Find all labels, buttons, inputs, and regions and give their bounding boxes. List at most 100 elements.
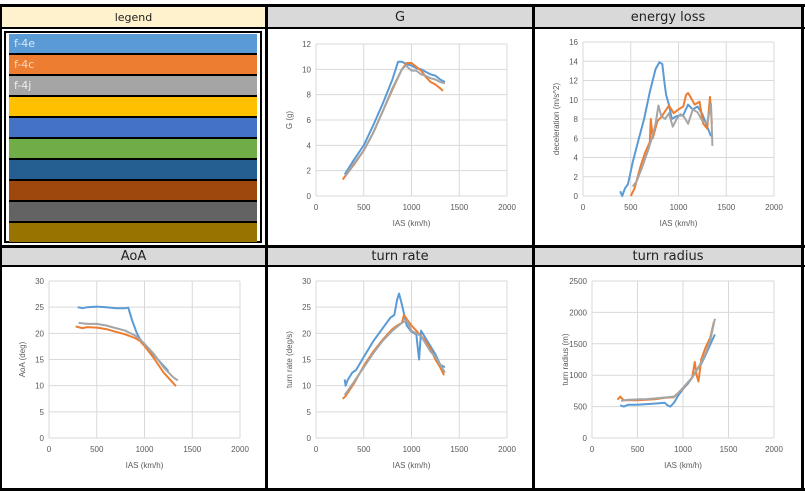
y-axis-label: G (g) [285,111,294,130]
y-axis-label: turn rate (deg/s) [285,331,294,388]
x-tick-label: 500 [631,445,645,454]
y-axis-label: AoA (deg) [18,341,27,377]
series-line-f-4j [344,64,446,177]
x-tick-label: 1000 [670,203,688,212]
x-axis-label: IAS (km/h) [393,461,431,470]
y-tick-label: 10 [302,382,311,391]
series-line-f-4j [631,102,714,188]
bottom-border [0,488,805,491]
y-tick-label: 2 [307,167,312,176]
legend-item [9,202,257,221]
x-tick-label: 500 [357,445,371,454]
y-tick-label: 10 [35,382,44,391]
y-tick-label: 0 [574,192,579,201]
y-tick-label: 0 [307,434,312,443]
chart-turn-radius: 0 500 1000 1500 2000 2500 0 500 1000 1500 2000 IAS … [561,277,783,470]
chart-title-aoa: AoA [2,248,265,265]
x-tick-label: 1500 [717,203,735,212]
legend-separator [9,179,257,181]
legend-separator [9,221,257,223]
legend-separator [9,137,257,139]
x-tick-label: 0 [581,203,586,212]
x-axis-label: IAS (km/h) [660,219,698,228]
x-tick-label: 0 [47,445,52,454]
y-tick-label: 2 [574,173,579,182]
legend-item [9,223,257,242]
y-tick-label: 500 [574,403,588,412]
y-tick-label: 1000 [569,371,587,380]
y-tick-label: 0 [40,434,45,443]
chart-title-g: G [268,7,532,27]
legend-item [9,160,257,179]
x-tick-label: 1500 [720,445,738,454]
series-line-f-4c [616,321,715,402]
series-line-f-4e [619,61,712,197]
left-border [0,4,2,491]
series-line-f-4e [343,292,446,387]
chart-title-turn-rate: turn rate [268,248,532,265]
x-tick-label: 1000 [674,445,692,454]
row-divider [0,245,805,248]
y-tick-label: 20 [302,329,311,338]
legend-item [9,181,257,200]
x-tick-label: 0 [590,445,595,454]
series-line-f-4j [343,319,446,396]
chart-title-turn-radius: turn radius [535,248,801,265]
x-tick-label: 1000 [403,445,421,454]
legend-item: f-4e [9,34,257,53]
legend-item-label: f-4j [14,79,32,92]
series-line-f-4c [629,92,713,197]
y-tick-label: 1500 [569,340,587,349]
legend-separator [9,74,257,76]
x-tick-label: 0 [314,203,319,212]
y-tick-label: 2500 [569,277,587,286]
y-tick-label: 8 [574,115,579,124]
legend-item: f-4c [9,55,257,74]
legend-separator [9,200,257,202]
x-tick-label: 500 [357,203,371,212]
legend-item [9,97,257,116]
series-line-f-4c [75,325,177,387]
x-tick-label: 2000 [498,203,516,212]
y-tick-label: 10 [302,65,311,74]
legend-item [9,118,257,137]
y-tick-label: 25 [35,303,44,312]
chart-energy-loss: 0 2 4 6 8 10 12 14 16 0 500 1000 1500 2000 IAS (km/h) d… [552,38,783,228]
y-tick-label: 5 [40,408,45,417]
series-line-f-4j [620,318,716,402]
x-tick-label: 2000 [765,203,783,212]
chart-g: 0 2 4 6 8 10 12 0 500 1000 1500 2000 IAS (km/h) G (g) [285,40,516,228]
x-tick-label: 2000 [498,445,516,454]
header-divider-bottom [0,265,805,267]
legend-separator [9,116,257,118]
x-tick-label: 1000 [136,445,154,454]
x-tick-label: 1500 [183,445,201,454]
top-border [0,4,805,7]
y-tick-label: 30 [302,277,311,286]
legend-separator [9,53,257,55]
y-tick-label: 4 [307,141,312,150]
x-tick-label: 1500 [450,203,468,212]
header-divider-top [0,27,805,29]
x-axis-label: IAS (km/h) [393,219,431,228]
y-tick-label: 12 [569,77,578,86]
y-tick-label: 6 [307,116,312,125]
y-tick-label: 15 [302,356,311,365]
y-tick-label: 15 [35,356,44,365]
chart-turn-rate: 0 5 10 15 20 25 30 0 500 1000 1500 2000 IAS (km/h) tu… [285,277,516,470]
y-tick-label: 16 [569,38,578,47]
col-divider-2 [532,4,535,491]
legend-item-label: f-4e [14,37,36,50]
x-tick-label: 1000 [403,203,421,212]
y-axis-label: deceleration (m/s^2) [552,83,561,156]
legend-item: f-4j [9,76,257,95]
x-tick-label: 2000 [231,445,249,454]
y-tick-label: 6 [574,134,579,143]
series-line-f-4e [77,305,170,372]
y-tick-label: 30 [35,277,44,286]
y-tick-label: 2000 [569,308,587,317]
y-tick-label: 25 [302,303,311,312]
y-axis-label: turn radius (m) [561,333,570,385]
legend-separator [9,95,257,97]
